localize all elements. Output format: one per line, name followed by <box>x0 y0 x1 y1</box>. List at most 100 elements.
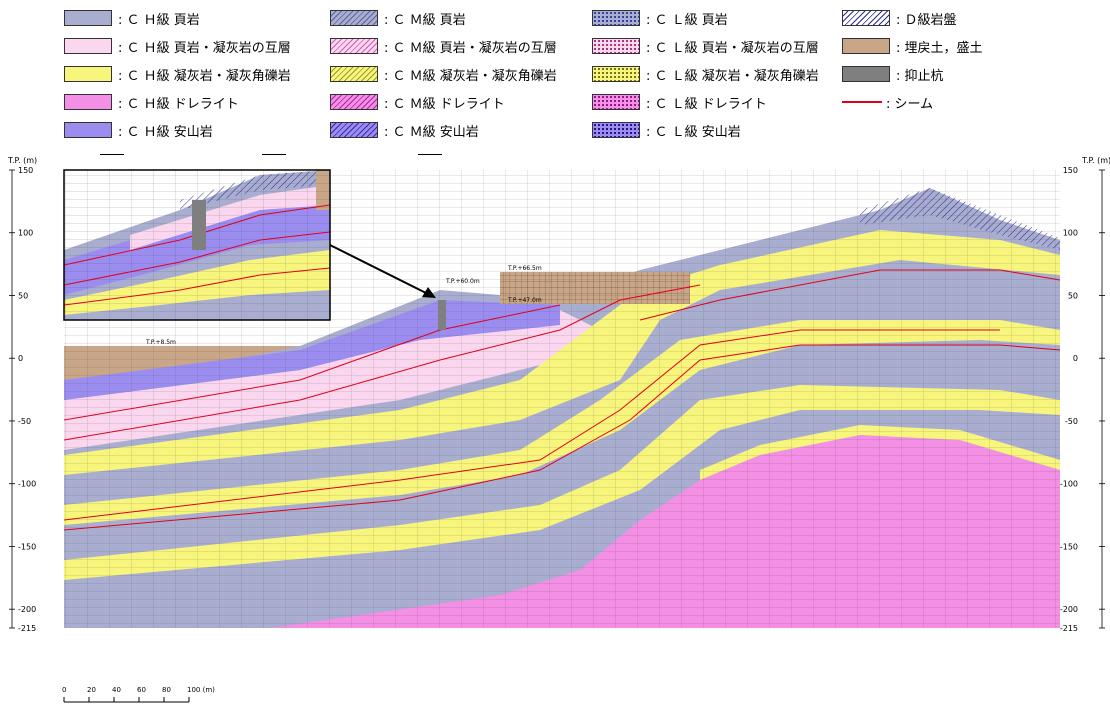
axis-tick-label: -200 <box>18 605 36 614</box>
inset-detail <box>63 169 436 321</box>
legend-label: : Ｃ Ｌ級 頁岩 <box>646 12 728 28</box>
cl-andesite-swatch <box>592 122 640 138</box>
legend-label: : Ｃ Ｈ級 頁岩 <box>118 12 200 28</box>
legend-item: : Ｃ Ｍ級 安山岩 <box>330 120 479 140</box>
legend-item: : Ｃ Ｌ級 ドレライト <box>592 92 767 112</box>
legend-label: : Ｃ Ｌ級 凝灰岩・凝灰角礫岩 <box>646 68 819 84</box>
legend-label: : 埋戻土，盛土 <box>896 40 983 56</box>
legend-label: : Ｃ Ｌ級 ドレライト <box>646 96 767 112</box>
axis-tick-label: 100 <box>1063 229 1078 238</box>
legend-item: : Ｃ Ｍ級 頁岩・凝灰岩の互層 <box>330 36 557 56</box>
axis-tick-label: 150 <box>18 166 33 175</box>
legend-item: : Ｃ Ｈ級 頁岩・凝灰岩の互層 <box>64 36 291 56</box>
axis-tick-label: -150 <box>1060 542 1078 551</box>
axis-tick-label: -215 <box>18 624 36 633</box>
fill-soil-swatch <box>842 38 890 54</box>
cm-shale-swatch <box>330 10 378 26</box>
axis-tick-label: 100 <box>18 229 33 238</box>
tp-left-label: T.P.+8.5m <box>145 339 176 346</box>
legend-label: : Ｃ Ｍ級 頁岩 <box>384 12 466 28</box>
pile-inset <box>192 200 206 250</box>
axis-tick-label: -50 <box>1065 417 1078 426</box>
ch-andesite-swatch <box>64 122 112 138</box>
scale-label: 100 (m) <box>187 686 215 694</box>
tp-top-label: T.P.+66.5m <box>507 265 542 272</box>
legend-item: : シーム <box>842 92 933 112</box>
legend-label: : Ｃ Ｈ級 頁岩・凝灰岩の互層 <box>118 40 291 56</box>
legend-item: : Ｃ Ｈ級 ドレライト <box>64 92 239 112</box>
axis-tick-label: -150 <box>18 542 36 551</box>
ch-alternation-swatch <box>64 38 112 54</box>
cl-tuff-swatch <box>592 66 640 82</box>
legend-label: : Ｃ Ｈ級 ドレライト <box>118 96 239 112</box>
cl-shale-swatch <box>592 10 640 26</box>
arrow-head-icon <box>422 287 436 298</box>
cm-tuff-swatch <box>330 66 378 82</box>
legend-item: : Ｃ Ｈ級 頁岩 <box>64 8 200 28</box>
tp-mid-label: T.P.+60.0m <box>445 278 480 285</box>
cm-andesite-swatch <box>330 122 378 138</box>
seam-line-swatch <box>842 101 882 103</box>
legend: : Ｃ Ｈ級 頁岩 : Ｃ Ｈ級 頁岩・凝灰岩の互層 : Ｃ Ｈ級 凝灰岩・凝灰… <box>0 0 1110 155</box>
legend-item: : Ｃ Ｌ級 安山岩 <box>592 120 741 140</box>
legend-label: : Ｃ Ｍ級 安山岩 <box>384 124 479 140</box>
scale-label: 40 <box>112 686 121 694</box>
legend-item: : 抑止杭 <box>842 64 944 84</box>
divider <box>100 154 124 155</box>
left-axis: T.P. (m) <box>7 156 37 628</box>
cm-alternation-swatch <box>330 38 378 54</box>
pile-main <box>438 300 446 330</box>
axis-tick-label: -200 <box>1060 605 1078 614</box>
right-axis: T.P. (m) <box>1081 156 1110 628</box>
axis-tick-label: 0 <box>1073 354 1078 363</box>
axis-tick-label: 50 <box>1068 291 1078 300</box>
seam-lines <box>64 269 1060 531</box>
legend-label: : Ｃ Ｌ級 頁岩・凝灰岩の互層 <box>646 40 819 56</box>
legend-item: : Ｃ Ｌ級 凝灰岩・凝灰角礫岩 <box>592 64 819 84</box>
legend-item: : 埋戻土，盛土 <box>842 36 983 56</box>
scale-bar: 0 20 40 60 80 100 (m) <box>62 686 215 703</box>
legend-label: : Ｃ Ｌ級 安山岩 <box>646 124 741 140</box>
elevation-annotations: T.P.+8.5m T.P.+60.0m T.P.+66.5m T.P.+47.… <box>145 265 542 346</box>
d-class-rock-swatch <box>842 10 890 26</box>
axis-tick-label: -50 <box>18 417 31 426</box>
tp-lower-label: T.P.+47.0m <box>507 297 542 304</box>
legend-item: : Ｃ Ｍ級 凝灰岩・凝灰角礫岩 <box>330 64 557 84</box>
ch-shale-swatch <box>64 10 112 26</box>
legend-item: : Ｄ級岩盤 <box>842 8 957 28</box>
legend-label: : Ｃ Ｍ級 ドレライト <box>384 96 505 112</box>
ch-dolerite-swatch <box>64 94 112 110</box>
ch-tuff-swatch <box>64 66 112 82</box>
axis-tick-label: 50 <box>18 291 28 300</box>
axis-unit-label: T.P. (m) <box>1081 156 1110 165</box>
axis-unit-label: T.P. (m) <box>7 156 37 165</box>
cl-alternation-swatch <box>592 38 640 54</box>
axis-tick-label: -100 <box>18 480 36 489</box>
legend-item: : Ｃ Ｍ級 ドレライト <box>330 92 505 112</box>
axis-tick-label: 150 <box>1063 166 1078 175</box>
legend-item: : Ｃ Ｈ級 凝灰岩・凝灰角礫岩 <box>64 64 291 84</box>
divider <box>262 154 286 155</box>
pile-swatch <box>842 66 890 82</box>
legend-item: : Ｃ Ｍ級 頁岩 <box>330 8 466 28</box>
legend-label: : 抑止杭 <box>896 68 944 84</box>
legend-label: : シーム <box>886 96 934 112</box>
scale-label: 20 <box>87 686 96 694</box>
cm-dolerite-swatch <box>330 94 378 110</box>
scale-label: 80 <box>162 686 171 694</box>
legend-label: : Ｃ Ｈ級 凝灰岩・凝灰角礫岩 <box>118 68 291 84</box>
legend-label: : Ｄ級岩盤 <box>896 12 957 28</box>
legend-item: : Ｃ Ｌ級 頁岩 <box>592 8 728 28</box>
legend-label: : Ｃ Ｍ級 凝灰岩・凝灰角礫岩 <box>384 68 557 84</box>
scale-label: 60 <box>137 686 146 694</box>
legend-label: : Ｃ Ｈ級 安山岩 <box>118 124 213 140</box>
axis-tick-label: -215 <box>1060 624 1078 633</box>
axis-tick-label: -100 <box>1060 480 1078 489</box>
legend-item: : Ｃ Ｈ級 安山岩 <box>64 120 213 140</box>
inset-arrow <box>329 244 429 295</box>
divider <box>418 154 442 155</box>
axis-tick-label: 0 <box>18 354 23 363</box>
cl-dolerite-swatch <box>592 94 640 110</box>
legend-item: : Ｃ Ｌ級 頁岩・凝灰岩の互層 <box>592 36 819 56</box>
